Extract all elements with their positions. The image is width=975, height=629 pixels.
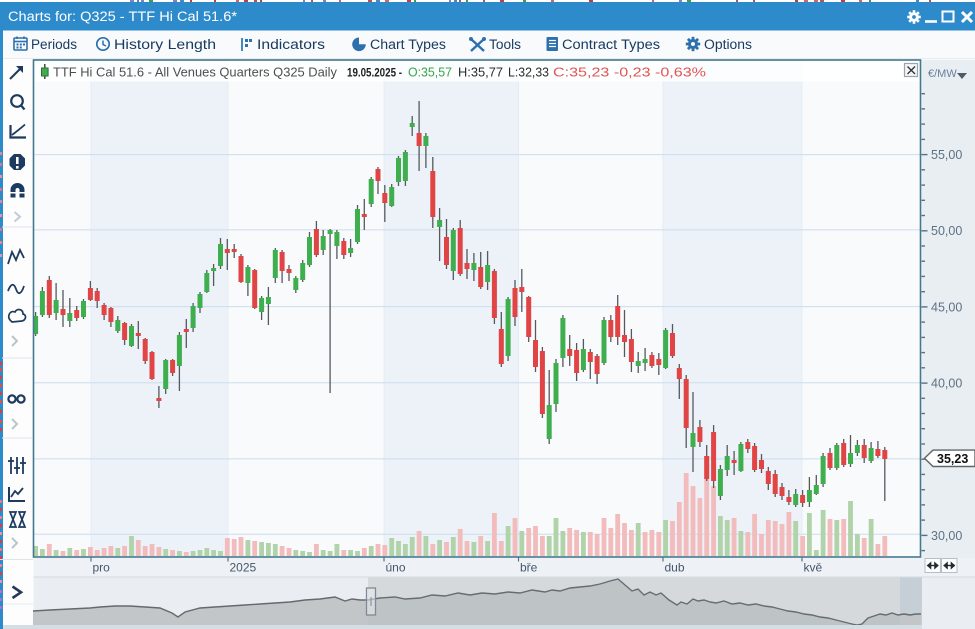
svg-text:pro: pro	[93, 561, 111, 575]
svg-text:Charts for: Q325 - TTF Hi Cal: Charts for: Q325 - TTF Hi Cal 51.6*	[8, 9, 238, 24]
svg-text:Chart Types: Chart Types	[370, 37, 446, 52]
svg-text:45,00: 45,00	[931, 300, 962, 314]
svg-text:Options: Options	[704, 37, 752, 52]
svg-text:50,00: 50,00	[931, 224, 962, 238]
svg-text:úno: úno	[386, 561, 406, 575]
svg-text:Indicators: Indicators	[257, 37, 325, 52]
svg-text:2025: 2025	[230, 561, 257, 575]
svg-text:C:35,23 -0,23 -0,63%: C:35,23 -0,23 -0,63%	[553, 66, 706, 80]
svg-text:dub: dub	[665, 561, 685, 575]
svg-text:L:32,33: L:32,33	[508, 66, 549, 80]
svg-text:kvě: kvě	[804, 561, 823, 575]
svg-text:19.05.2025 -: 19.05.2025 -	[347, 66, 402, 80]
svg-text:O:35,57: O:35,57	[408, 66, 452, 80]
svg-text:35,23: 35,23	[937, 452, 968, 466]
svg-text:55,00: 55,00	[931, 148, 962, 162]
svg-text:TTF Hi Cal 51.6 - All Venues Q: TTF Hi Cal 51.6 - All Venues Quarters Q3…	[53, 66, 338, 80]
svg-text:bře: bře	[520, 561, 538, 575]
svg-text:History Length: History Length	[114, 37, 216, 52]
svg-text:H:35,77: H:35,77	[458, 66, 503, 80]
svg-text:Tools: Tools	[489, 37, 521, 52]
svg-text:Contract Types: Contract Types	[562, 37, 660, 52]
svg-text:40,00: 40,00	[931, 377, 962, 391]
svg-text:Periods: Periods	[31, 37, 77, 52]
svg-text:€/MW: €/MW	[928, 68, 957, 80]
svg-text:30,00: 30,00	[931, 529, 962, 543]
